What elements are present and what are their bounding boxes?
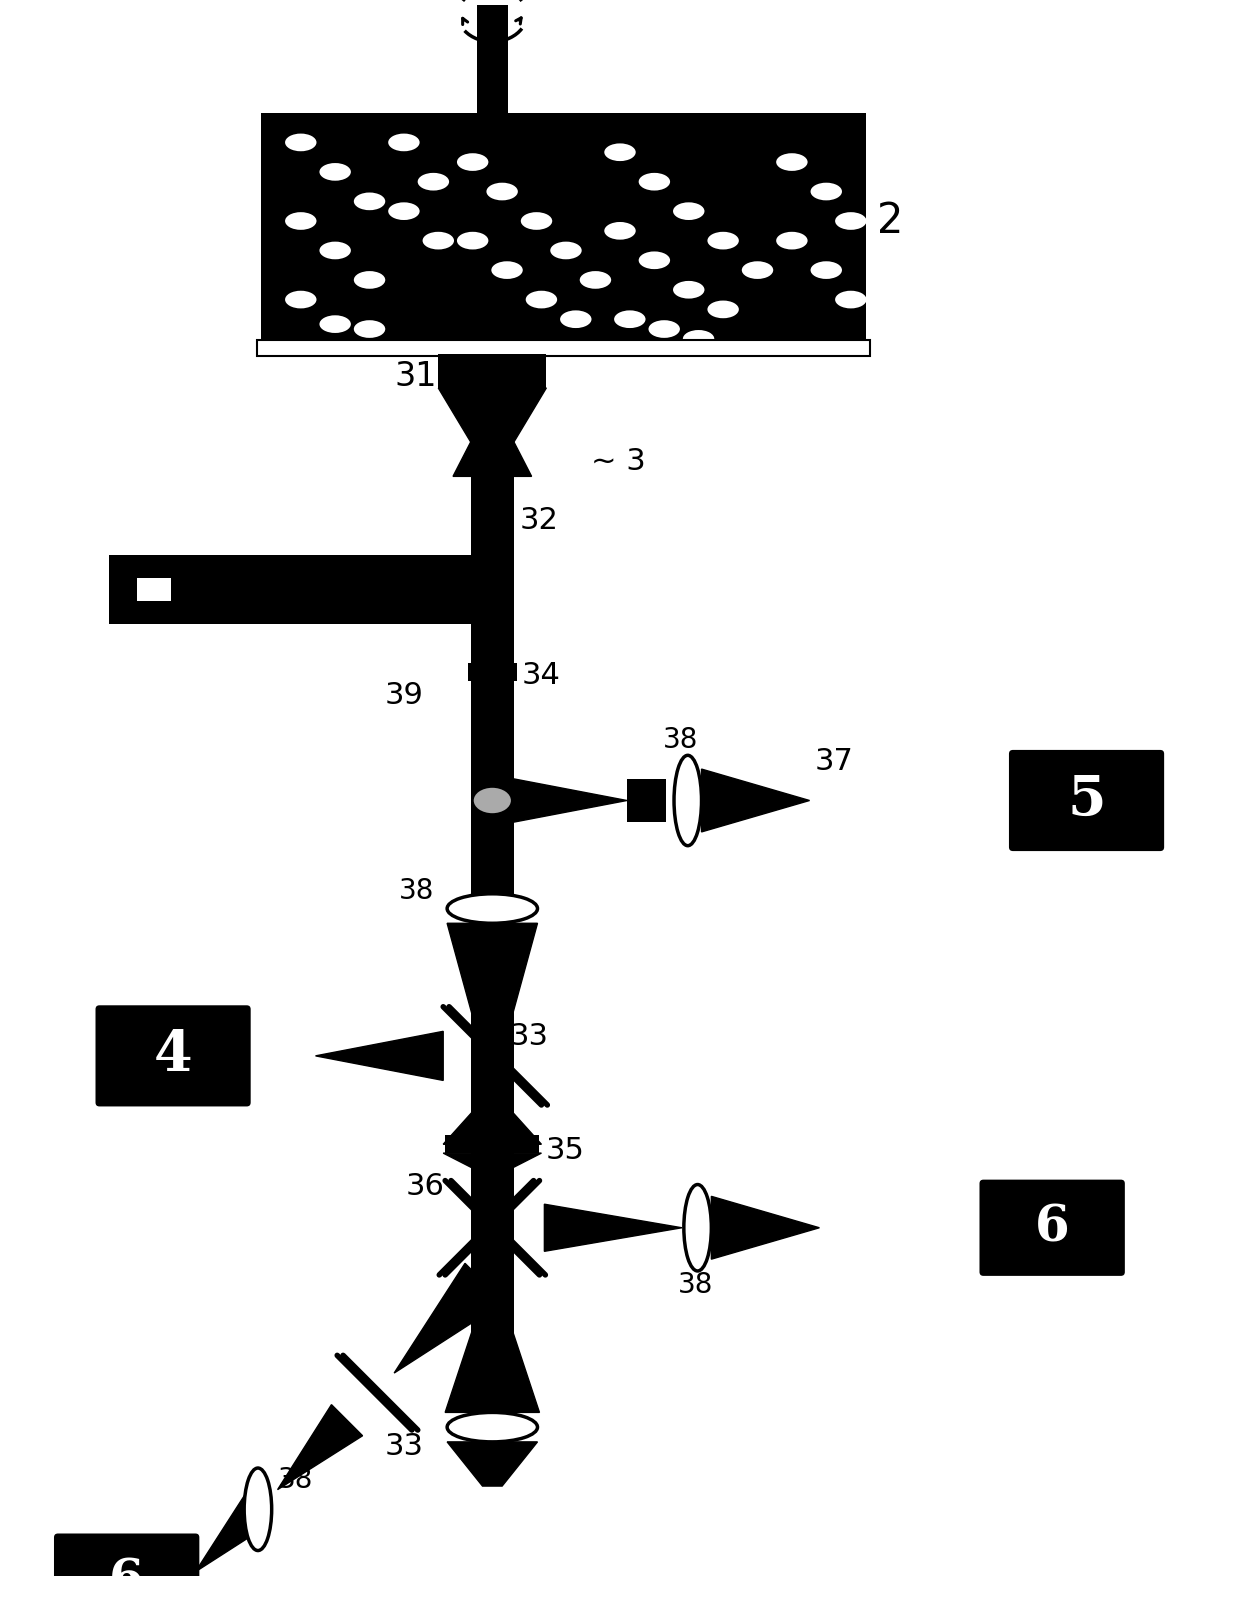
Text: 37: 37	[815, 746, 853, 775]
Text: 6: 6	[1035, 1204, 1070, 1252]
Ellipse shape	[707, 300, 739, 318]
Text: 33: 33	[475, 1448, 513, 1477]
Ellipse shape	[649, 321, 680, 339]
Bar	[257, 340, 870, 356]
Text: 38: 38	[678, 1271, 713, 1298]
Ellipse shape	[604, 143, 636, 160]
Ellipse shape	[320, 242, 351, 260]
Ellipse shape	[683, 331, 714, 348]
Polygon shape	[513, 778, 627, 822]
Text: 38: 38	[663, 725, 698, 754]
Polygon shape	[443, 1104, 542, 1144]
Ellipse shape	[458, 231, 489, 249]
Ellipse shape	[244, 1469, 272, 1550]
Ellipse shape	[551, 242, 582, 260]
Ellipse shape	[639, 252, 670, 270]
Text: 31: 31	[394, 360, 436, 393]
Ellipse shape	[742, 262, 774, 279]
Ellipse shape	[388, 133, 419, 151]
Ellipse shape	[604, 221, 636, 239]
Ellipse shape	[707, 231, 739, 249]
Polygon shape	[196, 1496, 272, 1571]
Bar	[471, 441, 513, 477]
Ellipse shape	[776, 231, 807, 249]
Polygon shape	[544, 1204, 682, 1252]
Text: 2: 2	[878, 201, 904, 242]
Ellipse shape	[811, 262, 842, 279]
Ellipse shape	[423, 231, 454, 249]
Bar	[445, 1135, 482, 1152]
Text: 35: 35	[546, 1136, 584, 1165]
Polygon shape	[438, 388, 547, 441]
Text: 33: 33	[384, 1432, 423, 1461]
Text: ~ 3: ~ 3	[590, 448, 645, 477]
Text: 36: 36	[405, 1172, 445, 1201]
Polygon shape	[278, 1404, 362, 1489]
Ellipse shape	[491, 262, 523, 279]
Polygon shape	[445, 1284, 539, 1412]
Ellipse shape	[521, 212, 552, 230]
FancyBboxPatch shape	[980, 1180, 1125, 1276]
Ellipse shape	[614, 310, 646, 327]
Ellipse shape	[320, 164, 351, 181]
Ellipse shape	[285, 133, 316, 151]
Polygon shape	[443, 1152, 542, 1176]
Polygon shape	[448, 1441, 537, 1486]
Text: 4: 4	[154, 1029, 192, 1083]
Bar	[476, 5, 508, 112]
Ellipse shape	[353, 193, 386, 210]
Text: 5: 5	[1068, 774, 1106, 828]
Ellipse shape	[353, 321, 386, 339]
Ellipse shape	[560, 310, 591, 327]
Ellipse shape	[458, 152, 489, 170]
Ellipse shape	[675, 756, 702, 846]
FancyBboxPatch shape	[95, 1005, 250, 1106]
FancyBboxPatch shape	[55, 1533, 200, 1605]
Ellipse shape	[683, 1184, 712, 1271]
Bar	[471, 477, 513, 1380]
Ellipse shape	[285, 212, 316, 230]
Bar	[502, 1135, 539, 1152]
Bar	[467, 663, 517, 681]
Text: 39: 39	[384, 681, 423, 709]
Polygon shape	[448, 923, 537, 1038]
Ellipse shape	[448, 894, 537, 923]
Ellipse shape	[418, 173, 449, 191]
Ellipse shape	[835, 291, 867, 308]
Ellipse shape	[673, 281, 704, 299]
Ellipse shape	[811, 183, 842, 201]
Ellipse shape	[776, 152, 807, 170]
Text: 33: 33	[510, 1022, 549, 1051]
Ellipse shape	[486, 183, 518, 201]
Polygon shape	[712, 1196, 820, 1260]
Bar	[262, 112, 866, 343]
Ellipse shape	[448, 1412, 537, 1441]
Bar	[136, 578, 171, 602]
Text: 6: 6	[109, 1557, 144, 1605]
Ellipse shape	[472, 786, 512, 814]
Ellipse shape	[526, 291, 557, 308]
Ellipse shape	[673, 202, 704, 220]
Ellipse shape	[285, 291, 316, 308]
Text: 38: 38	[278, 1465, 312, 1494]
Ellipse shape	[639, 173, 670, 191]
Bar	[627, 778, 666, 822]
FancyBboxPatch shape	[1009, 750, 1164, 851]
Ellipse shape	[388, 202, 419, 220]
Ellipse shape	[835, 212, 867, 230]
Bar	[109, 555, 471, 624]
Bar	[438, 353, 547, 388]
Ellipse shape	[353, 271, 386, 289]
Text: 38: 38	[399, 876, 434, 905]
Polygon shape	[394, 1263, 503, 1372]
Polygon shape	[702, 769, 810, 831]
Polygon shape	[453, 441, 532, 477]
Ellipse shape	[320, 315, 351, 332]
Text: 34: 34	[522, 661, 560, 690]
Ellipse shape	[580, 271, 611, 289]
Text: 32: 32	[520, 506, 559, 534]
Polygon shape	[315, 1032, 443, 1080]
